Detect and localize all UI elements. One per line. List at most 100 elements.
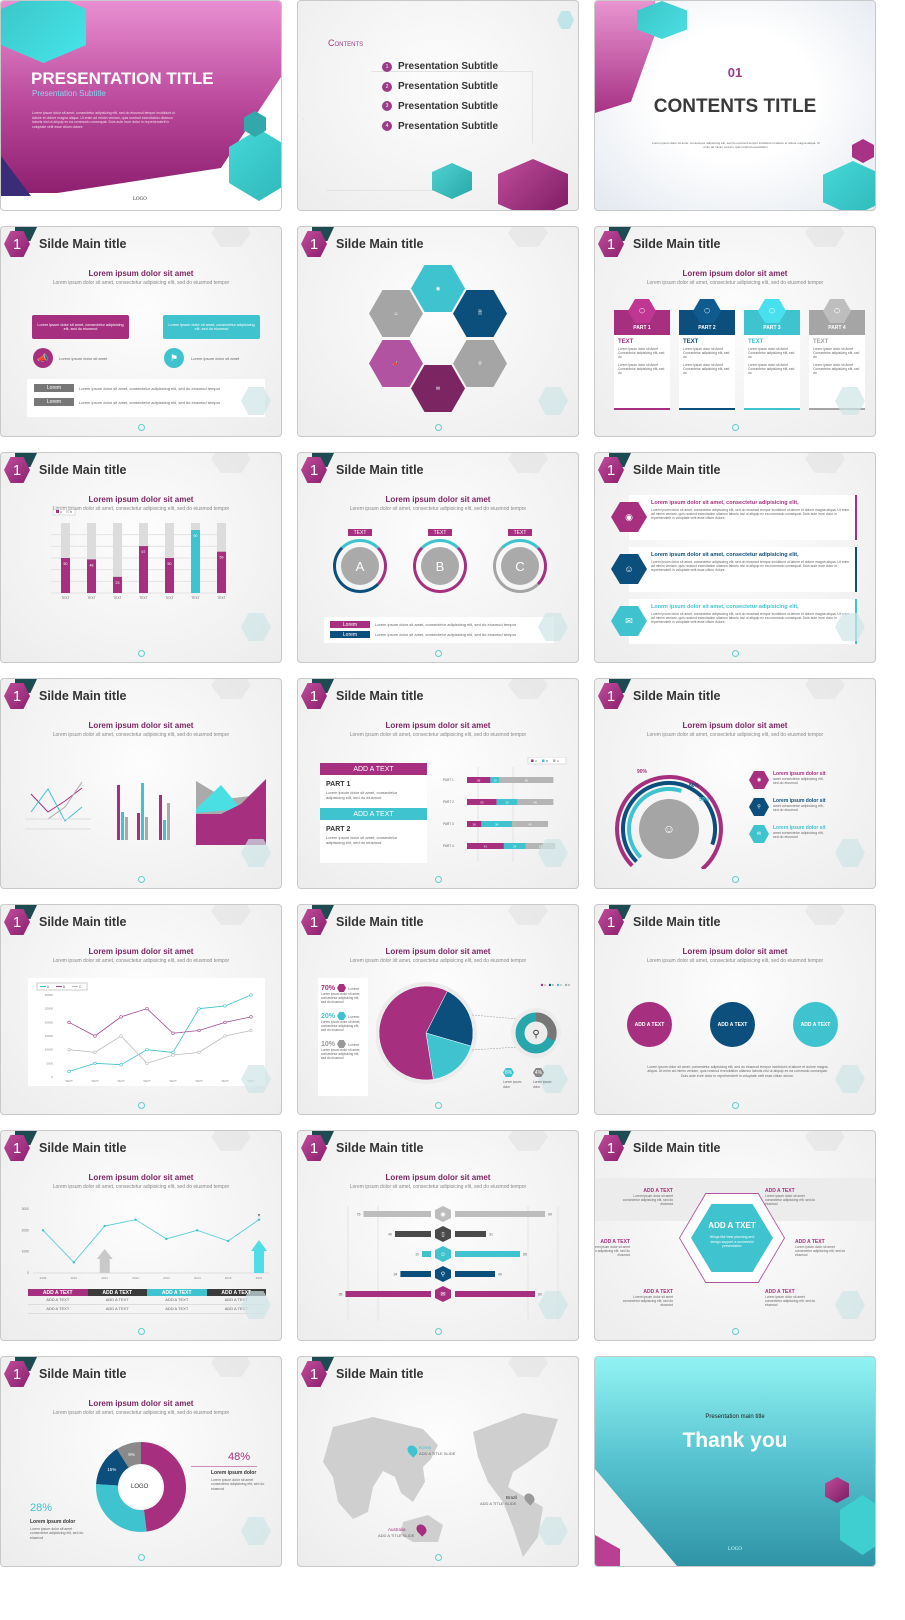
- item-label: Presentation Subtitle: [398, 120, 499, 132]
- hex-decoration: [241, 1517, 271, 1545]
- slide-heading: Lorem ipsum dolor sit amet: [88, 1173, 194, 1182]
- bar: [87, 559, 96, 593]
- circle-item[interactable]: ADD A TEXT: [793, 1002, 838, 1047]
- part-card[interactable]: ◯ PART 1 TEXT Lorem ipsum dolor sit Amet Co…: [614, 299, 670, 410]
- contents-label: Contents: [328, 38, 364, 48]
- slide-17-butterfly[interactable]: ◉ 75 90 ▯ 40 31 ☺ 10 65 ⚲ 34 40 ✉ 95 80 1 Silde Main ti…: [297, 1130, 579, 1341]
- list-item[interactable]: ☺ Lorem ipsum dolor sit amet, consectetur…: [607, 547, 875, 594]
- ring: [413, 539, 467, 593]
- row-label: Lorem: [34, 398, 74, 406]
- legend-swatch: [553, 759, 556, 762]
- x-tick-label: TEXT: [91, 1079, 99, 1083]
- location-icon: ◉: [749, 771, 769, 789]
- table-header: ADD A TEXT ADD A TEXT ADD A TEXT ADD A TEXT: [28, 1289, 266, 1296]
- list: ◉ Lorem ipsum dolor sit amet, consectetur…: [607, 495, 875, 651]
- data-point: [249, 1028, 253, 1033]
- area-series: [196, 779, 266, 845]
- data-point: [223, 1020, 227, 1024]
- slice-label: 9%: [128, 1452, 135, 1457]
- hex-decoration: [508, 679, 548, 699]
- cube-decoration: [852, 139, 874, 163]
- hex-decoration: [805, 453, 845, 473]
- item-body: Lorem ipsum dolor sit amet consectetur a…: [211, 1478, 265, 1491]
- bar-background: [113, 523, 122, 593]
- slide-heading: Lorem ipsum dolor sit amet: [682, 269, 788, 278]
- mini-area-chart: [196, 779, 266, 845]
- item-number: 3: [382, 101, 392, 112]
- x-tick-label: TEXT: [113, 596, 121, 600]
- slide-16-line-table[interactable]: 0 1000 2000 3000 ▼ 2009 2010 2011 2012 2013 2014 20…: [0, 1130, 282, 1341]
- page-number-icon: [732, 650, 739, 657]
- slide-19-donut[interactable]: 15% 9% LOGO 48% Lorem ipsum dolor Lorem i…: [0, 1356, 282, 1567]
- slide-subheading: Lorem ipsum dolor sit amet, consectetur …: [52, 1410, 230, 1416]
- slide-15-circles[interactable]: ADD A TEXT ADD A TEXT ADD A TEXT Lorem i…: [594, 904, 876, 1115]
- slide-title: Silde Main title: [633, 237, 721, 251]
- contents-item[interactable]: 4 Presentation Subtitle: [382, 116, 498, 136]
- data-point: [145, 1048, 149, 1052]
- section-number: 01: [727, 65, 743, 80]
- slide-13-line-chart[interactable]: A B C 0 5000 10000 15000 20000 25000 30000 TEXT TEX…: [0, 904, 282, 1115]
- slide-heading: Lorem ipsum dolor sit amet: [682, 721, 788, 730]
- hex-label-title: ADD A TEXT: [643, 1289, 673, 1295]
- slide-7-bar-chart[interactable]: A B 50 TEXT 48 TEXT 23 TEXT 67 TEXT 50 TEXT 90 TEXT 59…: [0, 452, 282, 663]
- page-number-icon: [435, 1554, 442, 1561]
- slide-4-bubbles[interactable]: Lorem ipsum dolor sit amet, consectetur …: [0, 226, 282, 437]
- legend-box: [527, 757, 567, 765]
- contents-item[interactable]: 3 Presentation Subtitle: [382, 97, 498, 117]
- donut-slice: [96, 1484, 147, 1532]
- contents-item[interactable]: 2 Presentation Subtitle: [382, 77, 498, 97]
- slide-2-contents[interactable]: Contents 1 Presentation Subtitle 2 Present…: [297, 0, 579, 211]
- part-heading: TEXT: [683, 339, 699, 345]
- location-icon: ◉: [611, 502, 647, 532]
- segment-value: 33: [480, 800, 484, 804]
- slide-10-mini-charts[interactable]: 1 Silde Main title Lorem ipsum dolor sit a…: [0, 678, 282, 889]
- body: Lorem ipsum dolor sit amet, consectetur …: [321, 1048, 361, 1060]
- contents-item[interactable]: 1 Presentation Subtitle: [382, 57, 498, 77]
- line-series-A: [68, 994, 252, 1072]
- slide-14-pie[interactable]: 70% Lorem Lorem ipsum dolor sit amet, cons…: [297, 904, 579, 1115]
- slide-6-parts[interactable]: ◯ PART 1 TEXT Lorem ipsum dolor sit Amet Co…: [594, 226, 876, 437]
- pin-sub: ADD A TITLE SLIDE: [480, 1501, 517, 1506]
- row-label: Lorem: [330, 621, 370, 628]
- slide-20-map[interactable]: Korea ADD A TITLE SLIDE Australia ADD A …: [297, 1356, 579, 1567]
- slide-1-cover[interactable]: PRESENTATION TITLE Presentation Subtitle…: [0, 0, 282, 211]
- bar: [159, 795, 162, 840]
- pie-chart: ⚲ A B C D: [376, 982, 571, 1084]
- hex-decoration: [835, 613, 865, 641]
- bar: [165, 558, 174, 593]
- mail-icon: ✉: [749, 825, 769, 843]
- slide-3-section[interactable]: 01 CONTENTS TITLE Lorem ipsum dolor sit …: [594, 0, 876, 211]
- page-number-icon: [138, 1554, 145, 1561]
- slide-21-thank-you[interactable]: Presentation main title Thank you LOGO: [594, 1356, 876, 1567]
- slide-5-hex-ring[interactable]: ◉ 🗎 ⚲ ✉ 📣 ☺ 1 Silde Main title: [297, 226, 579, 437]
- part-card[interactable]: ◯ PART 2 TEXT Lorem ipsum dolor sit Amet Co…: [679, 299, 735, 410]
- part-body: Lorem ipsum dolor sit amet, consectetur …: [326, 790, 398, 800]
- slide-heading: Lorem ipsum dolor sit amet: [88, 1399, 194, 1408]
- cube-decoration: [823, 161, 875, 210]
- caption: Lorem ipsum dolor sit amet: [59, 356, 108, 361]
- table-cell: ADD A TEXT: [46, 1306, 70, 1311]
- list-item[interactable]: ✉ Lorem ipsum dolor sit amet, consectetur…: [607, 599, 875, 646]
- legend-item: ◉ Lorem ipsum dolor sit amet consectetur a…: [749, 771, 869, 789]
- slide-9-list[interactable]: ◉ Lorem ipsum dolor sit amet, consectetur…: [594, 452, 876, 663]
- part-card[interactable]: ◯ PART 3 TEXT Lorem ipsum dolor sit Amet Co…: [744, 299, 800, 410]
- table-cell: ADD A TEXT: [105, 1306, 129, 1311]
- circle-item[interactable]: ADD A TEXT: [710, 1002, 755, 1047]
- percent-big: 48%: [228, 1451, 251, 1463]
- slide-11-stacked[interactable]: ADD A TEXT PART 1 Lorem ipsum dolor sit …: [297, 678, 579, 889]
- hex-icon: [435, 1266, 451, 1282]
- bar: [191, 530, 200, 593]
- section-badge: 1: [301, 1361, 327, 1387]
- x-tick-label: TEXT: [117, 1079, 125, 1083]
- circle-item[interactable]: ADD A TEXT: [627, 1002, 672, 1047]
- slide-18-hex-center[interactable]: ADD A TXET Wings like best planning and …: [594, 1130, 876, 1341]
- slide-12-radial[interactable]: 90% 80% 50% ☺ ◉ Lorem ipsum dolor sit amet co…: [594, 678, 876, 889]
- list-item[interactable]: ◉ Lorem ipsum dolor sit amet, consectetur…: [607, 495, 875, 542]
- slide-8-rings[interactable]: TEXT A TEXT B TEXT C Lorem Lorem ipsum dolor s…: [297, 452, 579, 663]
- donut-chart: 15% 9%: [96, 1442, 186, 1532]
- parts-row: ◯ PART 1 TEXT Lorem ipsum dolor sit Amet Co…: [614, 299, 874, 410]
- slide-subheading: Lorem ipsum dolor sit amet, consectetur …: [52, 506, 230, 512]
